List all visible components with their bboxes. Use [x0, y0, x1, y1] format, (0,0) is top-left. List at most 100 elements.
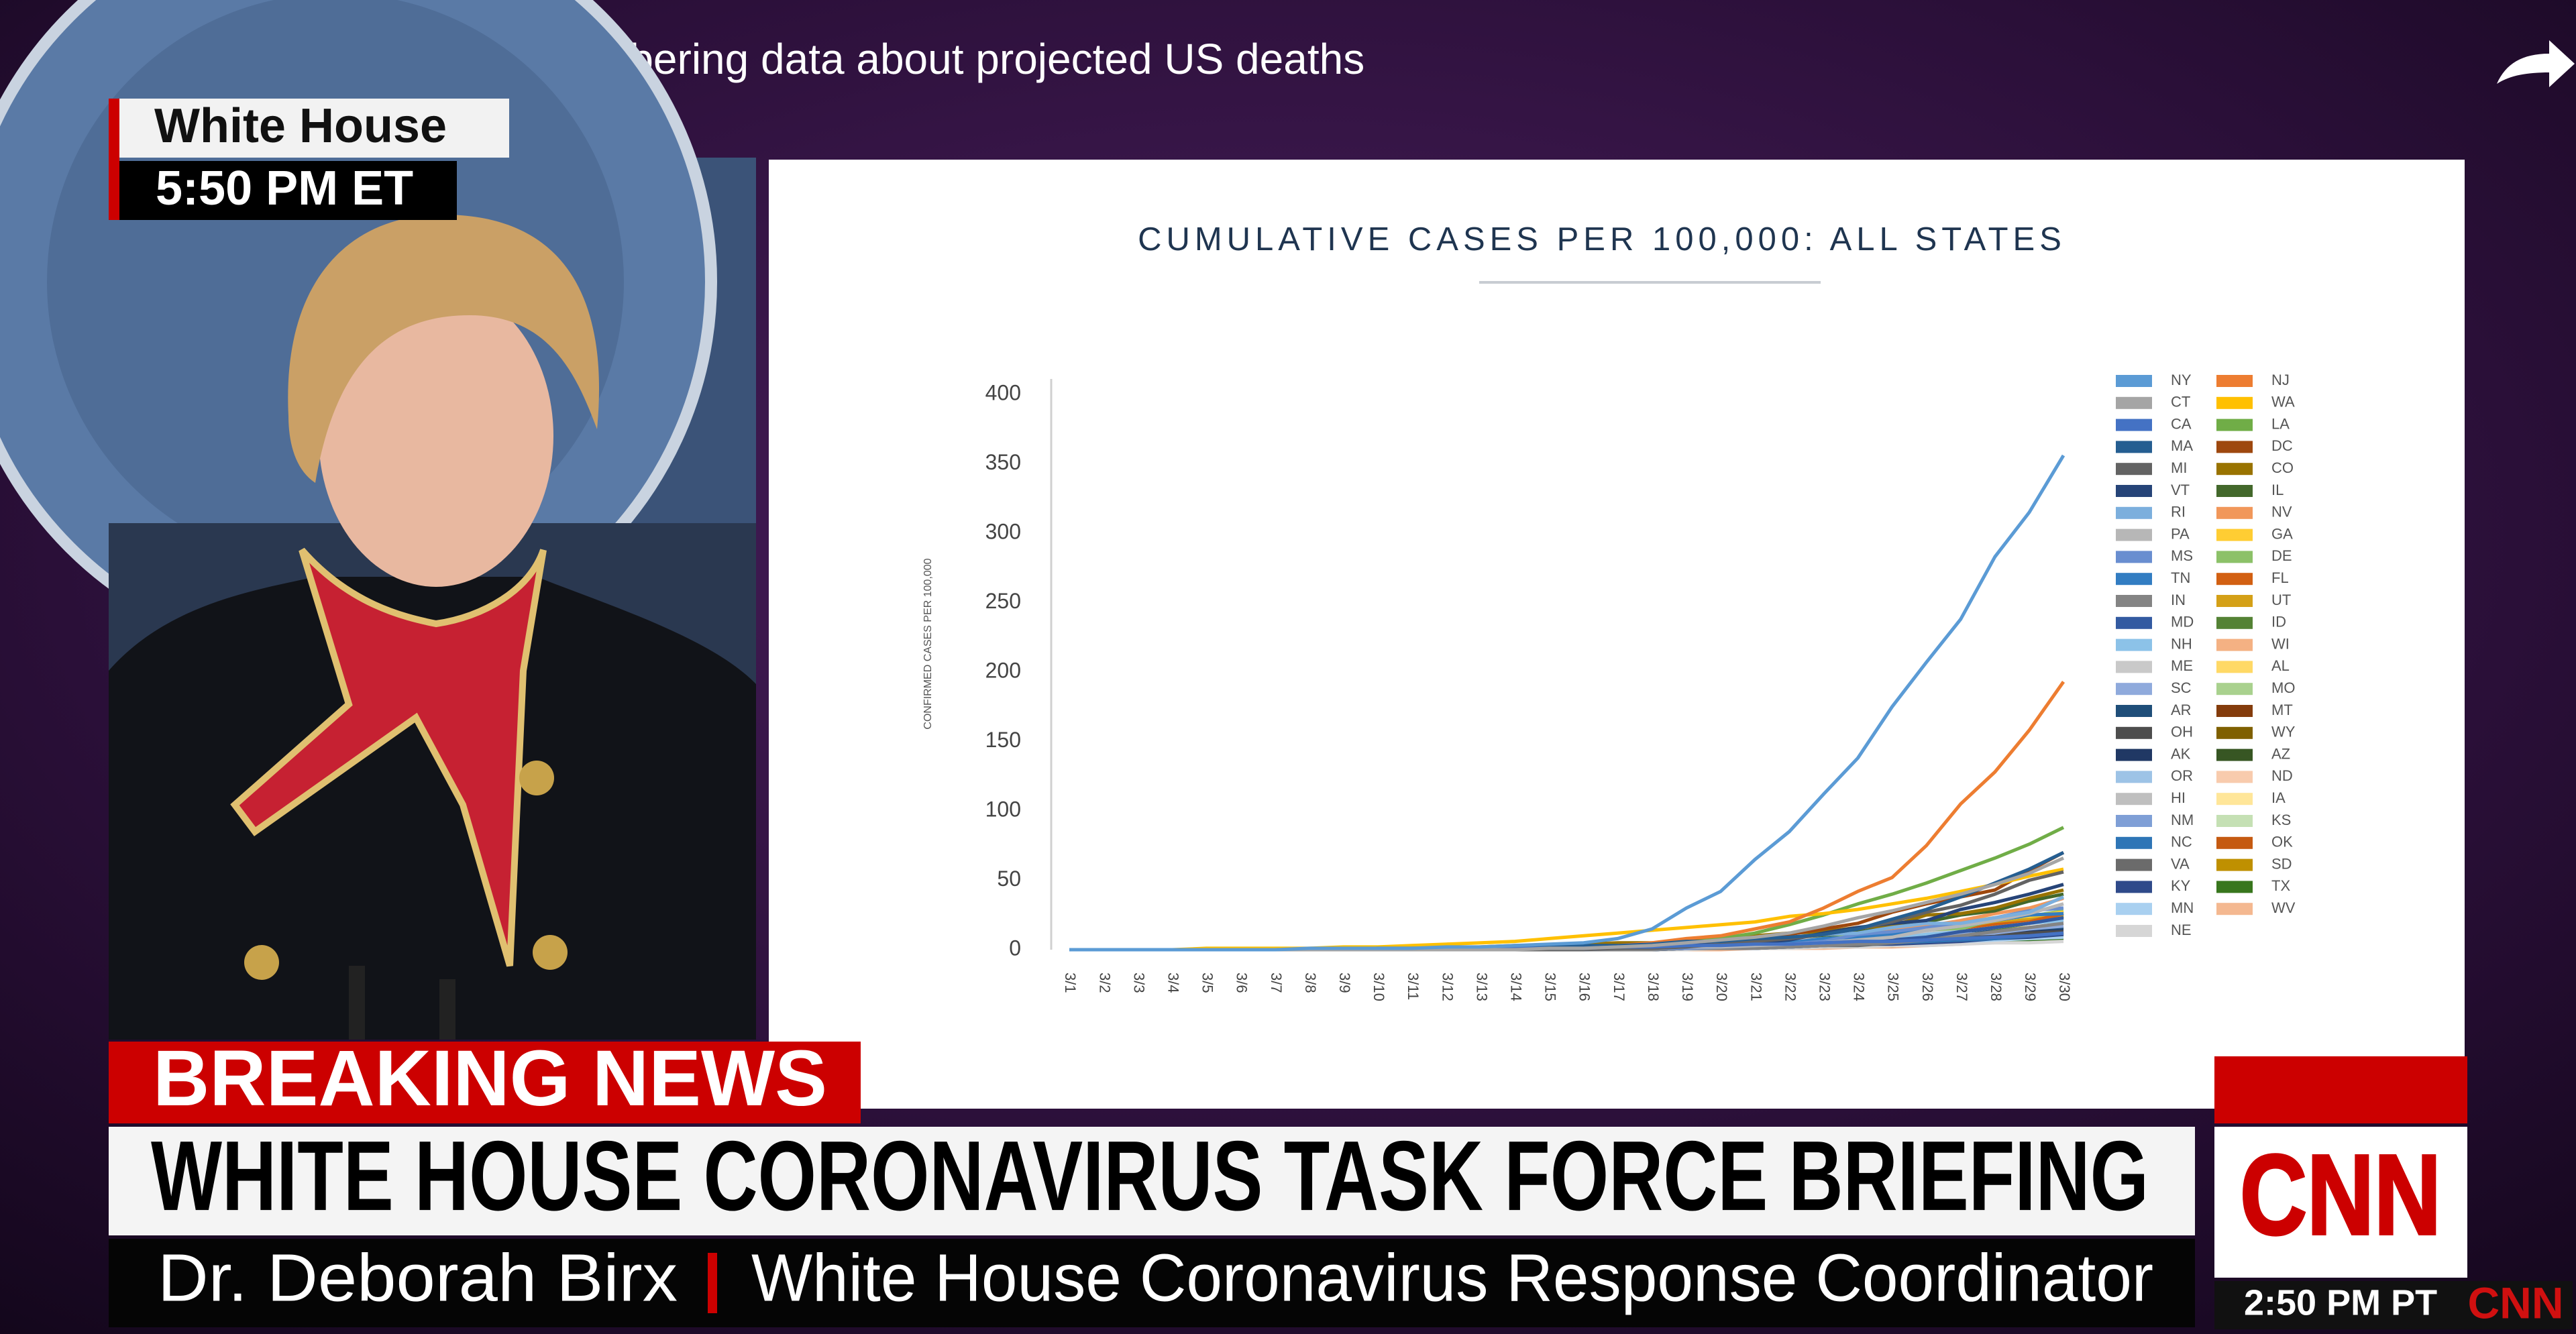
bug-box [2459, 1281, 2573, 1329]
legend-swatch [2216, 595, 2253, 607]
legend-swatch [2116, 506, 2152, 519]
legend-swatch [2216, 485, 2253, 497]
legend-swatch [2116, 485, 2152, 497]
x-tick-label: 3/14 [1508, 972, 1525, 1001]
legend-label: TN [2171, 569, 2190, 586]
legend-swatch [2116, 748, 2152, 761]
legend-label: MT [2271, 702, 2293, 718]
y-tick-label: 400 [985, 380, 1021, 404]
legend-label: CT [2171, 394, 2190, 410]
legend-label: ND [2271, 767, 2293, 784]
y-tick-label: 100 [985, 797, 1021, 821]
legend-label: NH [2171, 635, 2192, 652]
legend-label: NV [2271, 504, 2292, 520]
legend-swatch [2216, 463, 2253, 476]
x-tick-label: 3/17 [1611, 972, 1627, 1001]
x-tick-label: 3/11 [1405, 972, 1421, 1000]
legend-swatch [2116, 793, 2152, 805]
legend-label: NC [2171, 834, 2192, 850]
legend-swatch [2116, 616, 2152, 629]
legend-label: KS [2271, 812, 2291, 828]
y-tick-label: 0 [1009, 936, 1021, 960]
legend-label: NM [2171, 812, 2194, 828]
legend-swatch [2116, 529, 2152, 541]
legend-swatch [2216, 616, 2253, 629]
slide [769, 160, 2465, 1109]
legend-label: LA [2271, 415, 2290, 432]
legend-swatch [2116, 705, 2152, 717]
x-tick-label: 3/5 [1199, 972, 1216, 993]
x-tick-label: 3/27 [1953, 972, 1970, 1001]
legend-swatch [2216, 793, 2253, 805]
legend-label: TX [2271, 877, 2290, 894]
share-button[interactable] [2497, 40, 2575, 87]
legend-label: IA [2271, 789, 2286, 806]
legend-label: ME [2171, 657, 2193, 674]
clock-box [2214, 1281, 2463, 1329]
legend-label: SD [2271, 855, 2292, 872]
headline-box [109, 1127, 2195, 1235]
legend-swatch [2216, 375, 2253, 387]
logo-box [2214, 1127, 2467, 1278]
separator [708, 1253, 717, 1313]
x-tick-label: 3/12 [1439, 972, 1456, 1001]
legend-label: SC [2171, 679, 2192, 696]
legend-label: DE [2271, 547, 2292, 564]
legend-label: NJ [2271, 372, 2290, 388]
legend-label: MA [2171, 437, 2193, 454]
legend-label: KY [2171, 877, 2191, 894]
legend-swatch [2216, 858, 2253, 871]
legend-swatch [2216, 705, 2253, 717]
legend-label: DC [2271, 437, 2293, 454]
x-tick-label: 3/23 [1816, 972, 1833, 1001]
legend-label: OK [2271, 834, 2293, 850]
legend-swatch [2216, 771, 2253, 783]
legend-label: OR [2171, 767, 2193, 784]
y-tick-label: 200 [985, 658, 1021, 682]
y-tick-label: 250 [985, 589, 1021, 613]
x-tick-label: 3/3 [1130, 972, 1147, 993]
headline: WHITE HOUSE CORONAVIRUS TASK FORCE BRIEF… [151, 1121, 2149, 1231]
legend-swatch [2216, 529, 2253, 541]
y-tick-label: 300 [985, 519, 1021, 543]
speaker-role: White House Coronavirus Response Coordin… [751, 1240, 2153, 1315]
x-tick-label: 3/1 [1062, 972, 1079, 993]
x-tick-label: 3/19 [1679, 972, 1696, 1001]
legend-swatch [2116, 903, 2152, 915]
legend-swatch [2116, 726, 2152, 739]
legend-swatch [2216, 661, 2253, 673]
x-tick-label: 3/30 [2056, 972, 2073, 1001]
x-tick-label: 3/15 [1542, 972, 1559, 1001]
x-tick-label: 3/7 [1268, 972, 1285, 993]
legend-label: MD [2171, 614, 2194, 630]
legend-label: AK [2171, 745, 2191, 762]
legend-swatch [2116, 595, 2152, 607]
legend-swatch [2216, 683, 2253, 696]
y-tick-label: 150 [985, 728, 1021, 752]
legend-swatch [2116, 551, 2152, 563]
x-tick-label: 3/24 [1851, 972, 1868, 1001]
legend-label: MS [2171, 547, 2193, 564]
legend-label: NY [2171, 372, 2192, 388]
legend-swatch [2116, 771, 2152, 783]
breaking-label: BREAKING NEWS [153, 1034, 827, 1123]
legend-swatch [2116, 638, 2152, 651]
legend-label: AZ [2271, 745, 2290, 762]
legend-swatch [2216, 748, 2253, 761]
legend-swatch [2216, 396, 2253, 409]
legend-swatch [2216, 881, 2253, 893]
legend-swatch [2116, 661, 2152, 673]
x-tick-label: 3/22 [1782, 972, 1799, 1001]
breaking-box [109, 1042, 861, 1123]
legend-label: WI [2271, 635, 2290, 652]
x-tick-label: 3/4 [1165, 972, 1181, 993]
legend-swatch [2116, 441, 2152, 453]
time-et: 5:50 PM ET [156, 162, 413, 215]
x-tick-label: 3/8 [1302, 972, 1319, 993]
legend-label: FL [2271, 569, 2289, 586]
accent-bar [109, 99, 119, 220]
legend-swatch [2116, 683, 2152, 696]
legend-swatch [2216, 551, 2253, 563]
legend-label: PA [2171, 525, 2190, 542]
